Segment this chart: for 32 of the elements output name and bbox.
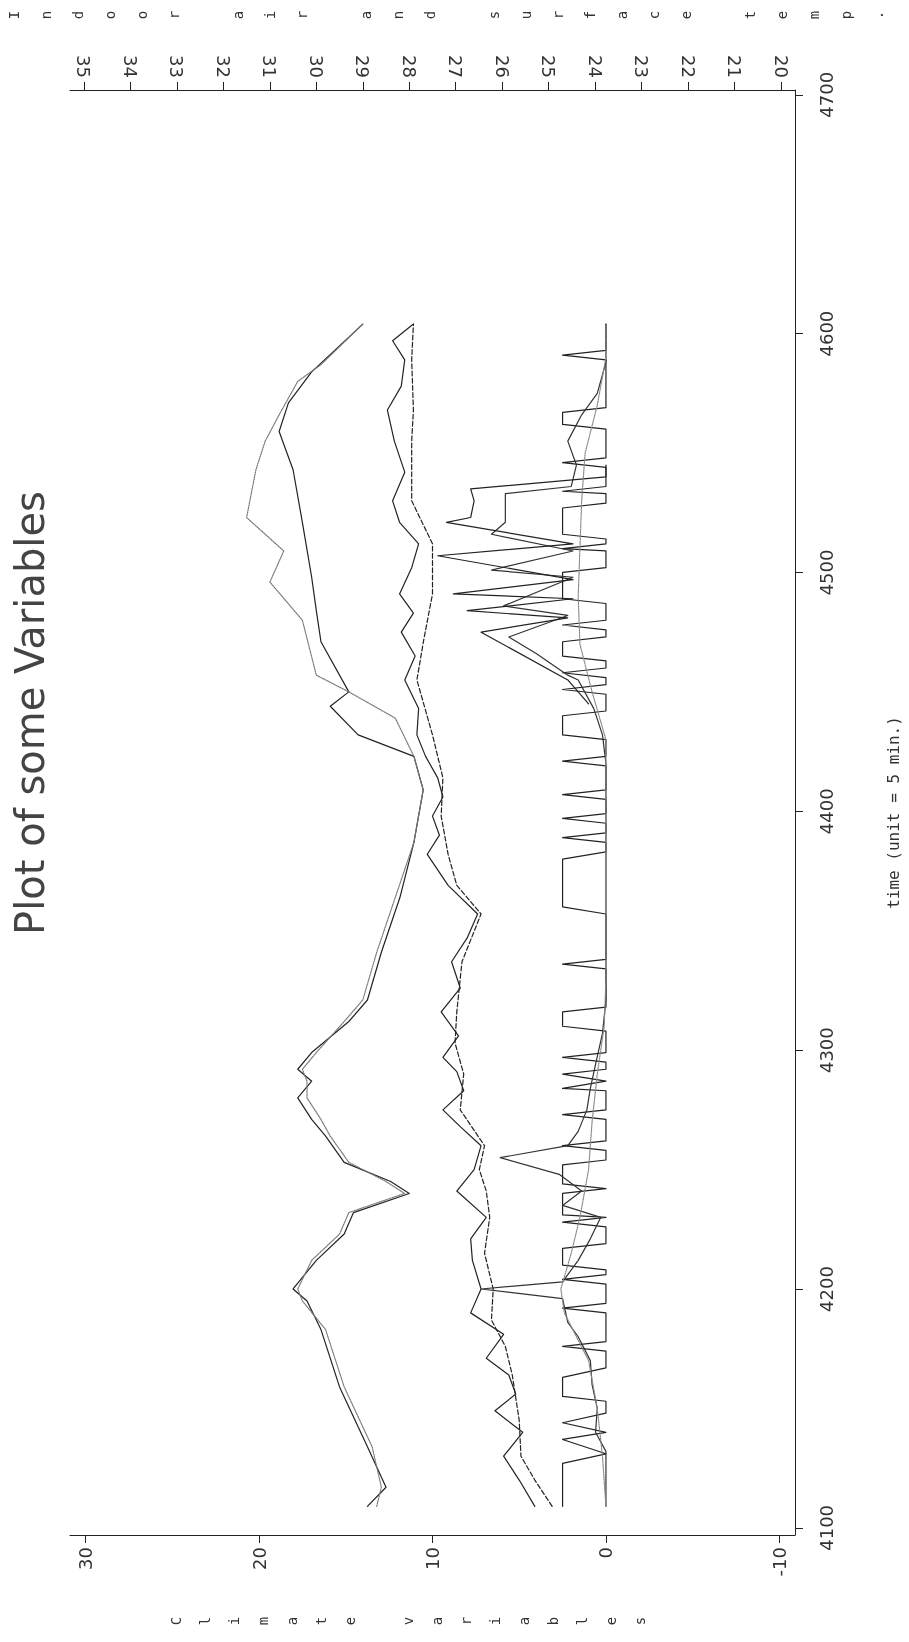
y-tick-label: 4200 — [815, 1266, 837, 1312]
x2-tick-label: 20 — [770, 55, 792, 78]
y-tick-label: 4400 — [815, 788, 837, 835]
x2-tick-label: 31 — [259, 55, 281, 78]
x2-axis-title: Indoor air and surface temp. — [6, 7, 902, 23]
x2-tick-label: 25 — [538, 55, 560, 78]
x2-tick-label: 30 — [305, 55, 327, 78]
x2-tick-label: 33 — [166, 55, 188, 78]
x-tick-label: 30 — [75, 1547, 97, 1570]
x2-tick-label: 26 — [491, 55, 513, 78]
x-tick-label: 0 — [595, 1547, 617, 1559]
y-tick-label: 4100 — [815, 1504, 837, 1551]
y-tick-label: 4500 — [815, 549, 837, 596]
x-tick-label: -10 — [768, 1547, 790, 1577]
x2-tick-label: 28 — [398, 55, 420, 78]
text: Plot of some Variables — [7, 491, 53, 935]
y-tick-label: 4300 — [815, 1027, 837, 1074]
x2-tick-label: 24 — [584, 55, 606, 78]
x2-tick-label: 22 — [677, 55, 699, 78]
x2-tick-label: 35 — [73, 55, 95, 78]
x-tick-label: 10 — [422, 1547, 443, 1570]
x2-tick-label: 23 — [631, 55, 653, 78]
x2-tick-label: 21 — [724, 55, 746, 78]
x2-tick-label: 27 — [445, 55, 467, 78]
x-axis-title: Climate variables — [168, 1613, 661, 1629]
x2-tick-label: 29 — [352, 55, 374, 78]
y-tick-label: 4600 — [815, 310, 837, 357]
y-tick-label: 4700 — [815, 71, 837, 118]
x2-tick-label: 34 — [119, 55, 141, 78]
y-axis-title: time (unit = 5 min.) — [883, 716, 903, 909]
x2-tick-label: 32 — [212, 55, 234, 78]
x-tick-label: 20 — [248, 1547, 270, 1570]
